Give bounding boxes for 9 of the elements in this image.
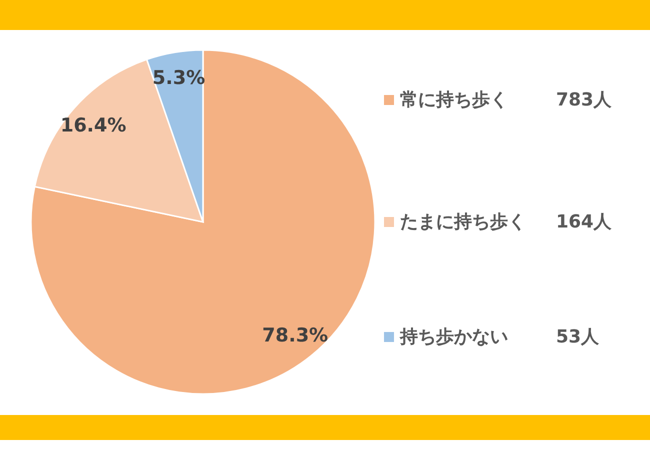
legend-label: 常に持ち歩く bbox=[400, 90, 508, 110]
data-label: 78.3% bbox=[262, 324, 328, 347]
pie-slice bbox=[30, 49, 376, 395]
text: 783人 bbox=[556, 90, 613, 110]
text: 164人 bbox=[556, 212, 613, 232]
legend-label: 持ち歩かない bbox=[399, 326, 508, 348]
text: 53人 bbox=[556, 326, 600, 348]
data-label: 16.4% bbox=[60, 114, 126, 136]
legend-label: たまに持ち歩く bbox=[400, 212, 526, 232]
